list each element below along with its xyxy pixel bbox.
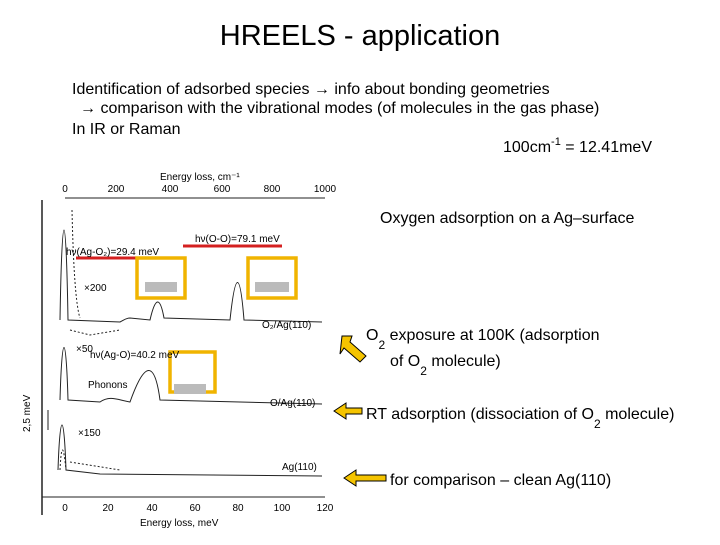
top-tick: 200: [108, 184, 125, 195]
arrow: [339, 335, 367, 363]
txt: molecule): [601, 406, 675, 423]
annotation: ×200: [84, 283, 107, 294]
title: HREELS - application: [220, 20, 500, 52]
callout-o2: O2 exposure at 100K (adsorption: [366, 327, 600, 352]
conversion: 100cm-1 = 12.41meV: [503, 136, 652, 156]
bottom-axis-label: Energy loss, meV: [140, 518, 219, 529]
annotation: hν(O-O)=79.1 meV: [195, 234, 280, 245]
callout-heading: Oxygen adsorption on a Ag–surface: [380, 210, 634, 227]
bottom-tick: 40: [146, 503, 158, 514]
top-tick: 800: [264, 184, 281, 195]
annotation: O₂/Ag(110): [262, 320, 311, 331]
conv-base: 100cm: [503, 139, 551, 156]
sub: 2: [420, 364, 427, 378]
annotation: O/Ag(110): [270, 398, 315, 409]
top-axis-label: Energy loss, cm⁻¹: [160, 172, 240, 183]
txt: O: [366, 327, 378, 344]
annotation: Ag(110): [282, 462, 317, 473]
bottom-tick: 20: [102, 503, 114, 514]
callout-o2: of O2 molecule): [390, 353, 501, 378]
annotation: Phonons: [88, 380, 127, 391]
annotation: hν(Ag-O₂)=29.4 meV: [66, 247, 159, 258]
bottom-tick: 120: [317, 503, 334, 514]
top-tick: 600: [214, 184, 231, 195]
spectrum-ag-scaled: [59, 449, 121, 471]
arrow: [343, 469, 387, 487]
sub: 2: [378, 338, 385, 352]
bottom-tick: 0: [62, 503, 68, 514]
spectrum-o: [59, 347, 323, 405]
bottom-tick: 100: [274, 503, 291, 514]
annotation: ×50: [76, 344, 93, 355]
highlight-box: [246, 256, 298, 300]
txt: of O: [390, 353, 420, 370]
top-tick: 1000: [314, 184, 337, 195]
conv-sup: -1: [551, 136, 561, 148]
body-line: In IR or Raman: [72, 121, 180, 138]
figure: [41, 197, 325, 515]
surface-icon: [174, 384, 206, 394]
surface-icon: [255, 282, 289, 292]
arrows: [333, 335, 387, 487]
highlight-box: [135, 256, 187, 300]
surface-icon: [145, 282, 177, 292]
body-line: → comparison with the vibrational modes …: [80, 100, 599, 117]
bottom-tick: 80: [232, 503, 244, 514]
top-tick: 0: [62, 184, 68, 195]
annotation: ×150: [78, 428, 101, 439]
callout-rt: RT adsorption (dissociation of O2 molecu…: [366, 406, 674, 431]
annotation: hν(Ag-O)=40.2 meV: [90, 350, 180, 361]
scale-label: 2,5 meV: [22, 394, 33, 432]
txt: exposure at 100K (adsorption: [385, 327, 599, 344]
txt: molecule): [427, 353, 501, 370]
spectrum-o2-scaled: [69, 209, 121, 336]
body-line: Identification of adsorbed species → inf…: [72, 81, 550, 98]
callout-clean: for comparison – clean Ag(110): [390, 472, 611, 489]
top-tick: 400: [162, 184, 179, 195]
conv-rest: = 12.41meV: [561, 139, 653, 156]
arrow: [333, 402, 363, 420]
bottom-tick: 60: [189, 503, 201, 514]
sub: 2: [594, 417, 601, 431]
txt: RT adsorption (dissociation of O: [366, 406, 594, 423]
spectrum-o2: [59, 229, 323, 323]
